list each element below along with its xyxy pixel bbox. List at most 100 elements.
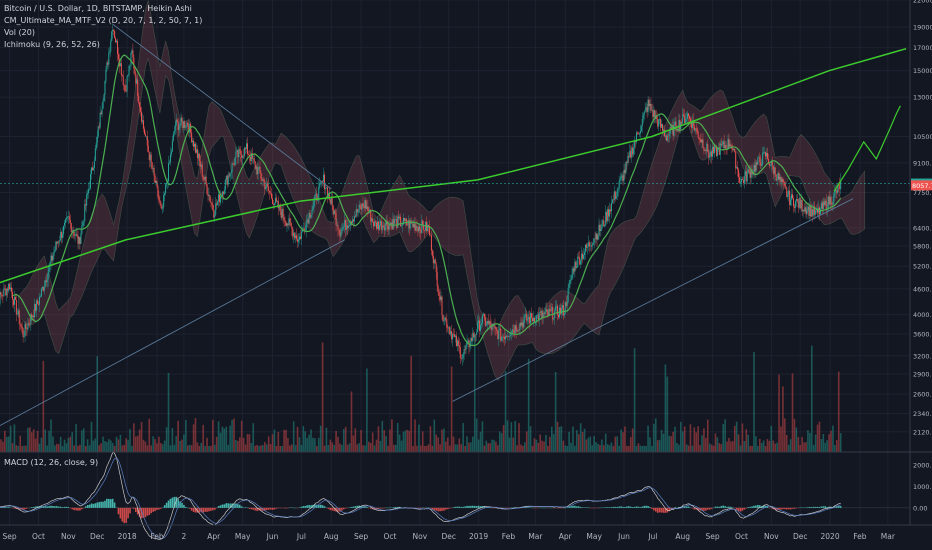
volume-bar bbox=[531, 445, 534, 452]
projection-line bbox=[833, 105, 901, 192]
candle-body bbox=[39, 296, 41, 297]
candle-body bbox=[646, 107, 648, 112]
candle-body bbox=[225, 176, 227, 181]
volume-bar bbox=[799, 445, 802, 452]
candle-body bbox=[347, 225, 349, 228]
macd-histogram-bar bbox=[809, 506, 811, 508]
macd-histogram-bar bbox=[755, 505, 757, 508]
volume-bar bbox=[71, 432, 74, 452]
candle-body bbox=[604, 224, 606, 227]
macd-histogram-bar bbox=[341, 507, 343, 511]
macd-histogram-bar bbox=[25, 507, 27, 509]
macd-histogram-bar bbox=[628, 506, 630, 508]
candle-body bbox=[312, 206, 314, 211]
candle-body bbox=[537, 314, 539, 321]
macd-histogram-bar bbox=[354, 506, 357, 508]
candle-body bbox=[150, 154, 152, 163]
candle-body bbox=[460, 358, 462, 359]
volume-bar bbox=[102, 436, 104, 452]
candle-body bbox=[746, 173, 748, 182]
candle-body bbox=[216, 203, 218, 205]
y-tick-label: 2900.00 bbox=[913, 370, 932, 378]
legend-macd: MACD (12, 26, close, 9) bbox=[4, 458, 99, 467]
candle-body bbox=[184, 121, 186, 128]
macd-histogram-bar bbox=[323, 506, 326, 508]
volume-bar bbox=[412, 445, 414, 452]
volume-bar bbox=[229, 425, 231, 452]
candle-body bbox=[541, 310, 543, 318]
candle-body bbox=[124, 85, 126, 92]
macd-histogram-bar bbox=[431, 507, 434, 510]
macd-histogram-bar bbox=[100, 501, 102, 508]
candle-body bbox=[552, 307, 554, 320]
candle-body bbox=[56, 241, 58, 244]
candle-body bbox=[479, 320, 481, 332]
volume-bar bbox=[658, 439, 661, 452]
macd-histogram-bar bbox=[17, 507, 20, 510]
macd-histogram-bar bbox=[269, 507, 272, 510]
candle-body bbox=[64, 222, 66, 226]
macd-histogram-bar bbox=[273, 507, 276, 510]
candle-body bbox=[620, 176, 622, 180]
candle-body bbox=[484, 317, 486, 326]
volume-bar bbox=[213, 444, 216, 452]
candle-body bbox=[339, 230, 341, 237]
legend-volume: Vol (20) bbox=[4, 28, 35, 37]
volume-bar bbox=[77, 445, 79, 452]
candle-body bbox=[193, 140, 195, 147]
macd-histogram-bar bbox=[454, 506, 457, 508]
volume-bar bbox=[258, 445, 260, 452]
candle-body bbox=[207, 193, 209, 197]
volume-bar bbox=[427, 444, 430, 452]
macd-histogram-bar bbox=[466, 505, 468, 508]
volume-bar bbox=[743, 440, 746, 452]
candle-body bbox=[585, 244, 587, 248]
macd-signal-line bbox=[0, 457, 841, 539]
volume-bar bbox=[824, 442, 827, 452]
volume-bar bbox=[133, 423, 135, 452]
volume-bar bbox=[722, 424, 724, 452]
volume-bar bbox=[82, 428, 85, 452]
candle-body bbox=[168, 162, 170, 164]
macd-histogram-bar bbox=[233, 503, 235, 508]
candle-body bbox=[296, 235, 298, 240]
volume-bar bbox=[88, 445, 91, 452]
candle-body bbox=[134, 68, 136, 74]
macd-histogram-bar bbox=[458, 506, 461, 508]
volume-bar bbox=[620, 429, 622, 452]
candle-body bbox=[163, 194, 165, 208]
macd-histogram-bar bbox=[660, 507, 663, 513]
candle-body bbox=[230, 172, 232, 174]
candle-body bbox=[628, 155, 630, 157]
volume-bar bbox=[732, 441, 734, 452]
candle-body bbox=[497, 331, 499, 340]
candle-body bbox=[488, 321, 490, 324]
candle-body bbox=[364, 199, 366, 208]
macd-histogram-bar bbox=[658, 507, 661, 513]
macd-histogram-bar bbox=[264, 507, 266, 511]
volume-bar bbox=[346, 444, 349, 452]
candle-body bbox=[580, 260, 582, 265]
candle-body bbox=[388, 223, 390, 230]
volume-bar bbox=[433, 419, 436, 452]
candle-body bbox=[798, 198, 800, 208]
candle-body bbox=[539, 312, 541, 314]
macd-histogram-bar bbox=[780, 507, 782, 510]
candle-body bbox=[228, 175, 230, 177]
volume-bar bbox=[683, 426, 686, 452]
volume-bar bbox=[645, 445, 647, 452]
candle-body bbox=[109, 51, 111, 53]
candle-body bbox=[366, 206, 368, 209]
candle-body bbox=[825, 200, 827, 211]
volume-bar bbox=[344, 426, 347, 452]
macd-histogram-bar bbox=[701, 507, 703, 511]
candle-body bbox=[166, 182, 168, 185]
candle-body bbox=[45, 280, 47, 283]
candle-body bbox=[656, 115, 658, 120]
candle-body bbox=[32, 315, 34, 318]
candle-body bbox=[390, 222, 392, 224]
y-tick-label: 7750.00 bbox=[913, 189, 932, 197]
volume-bar bbox=[256, 444, 258, 452]
candle-body bbox=[649, 103, 651, 106]
